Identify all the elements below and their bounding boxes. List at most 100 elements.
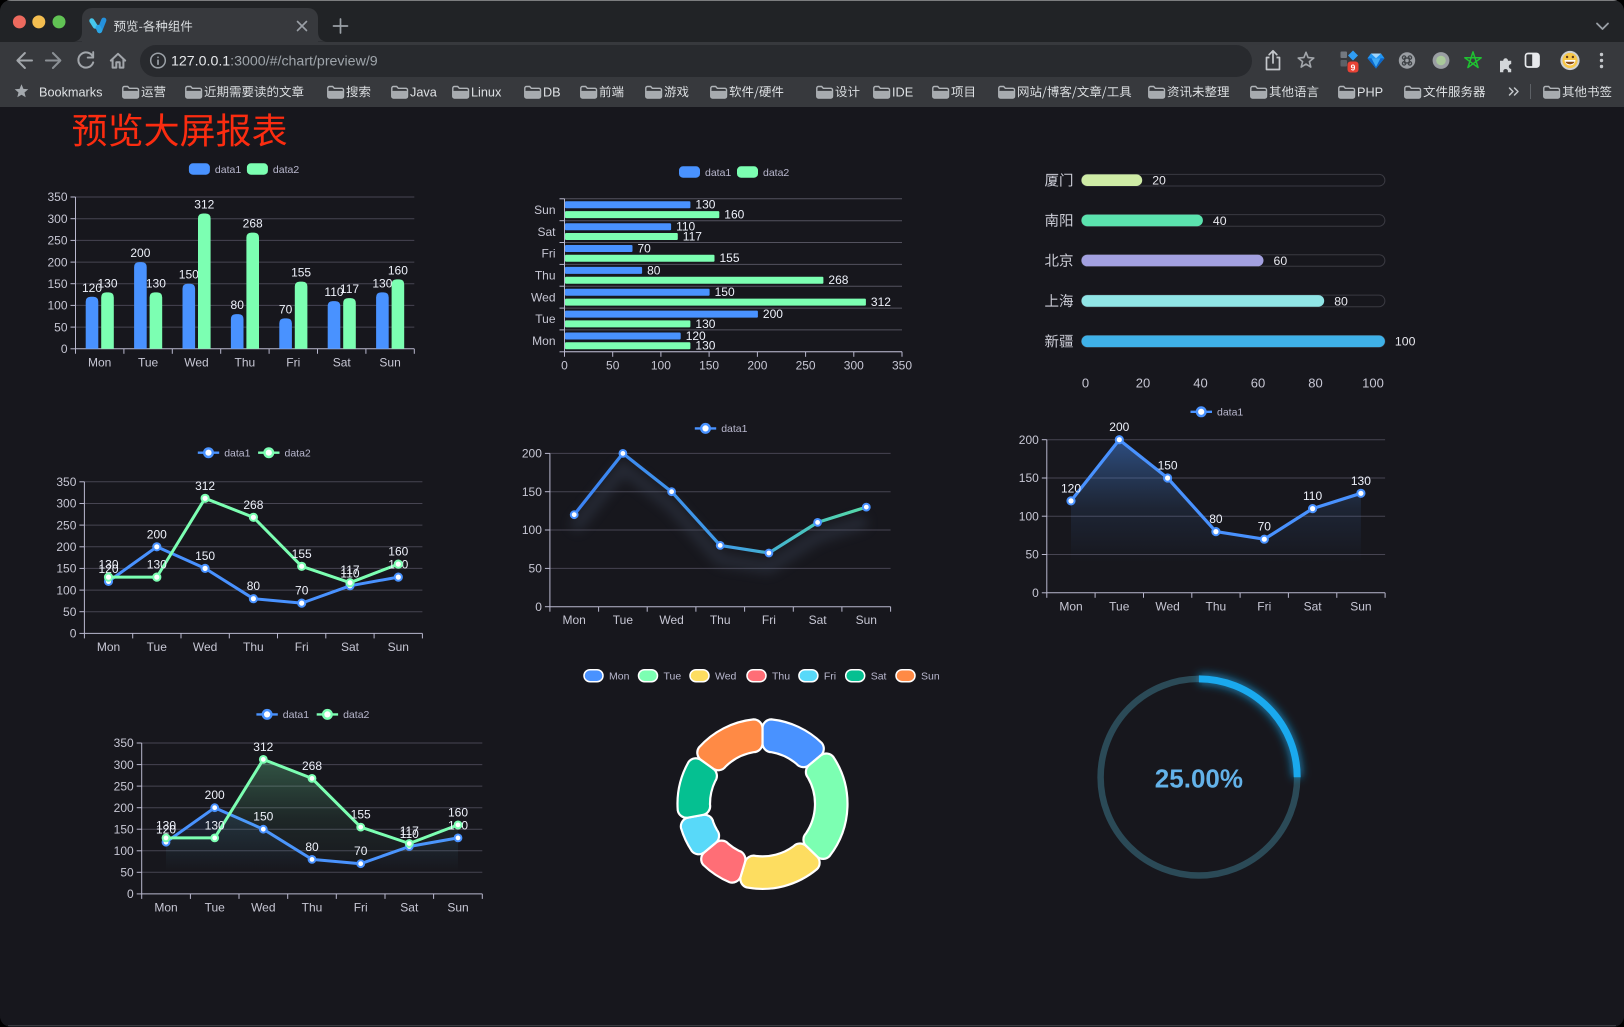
svg-text:120: 120	[686, 329, 706, 343]
svg-text:0: 0	[1032, 586, 1039, 600]
svg-text:155: 155	[291, 266, 311, 280]
svg-text:Thu: Thu	[243, 640, 264, 654]
svg-text:Wed: Wed	[715, 671, 737, 683]
svg-text:Fri: Fri	[295, 640, 309, 654]
svg-text:Sun: Sun	[534, 203, 555, 217]
svg-text:110: 110	[400, 827, 419, 841]
svg-text:70: 70	[295, 584, 309, 598]
svg-text:Thu: Thu	[710, 613, 731, 627]
svg-text:Tue: Tue	[613, 613, 634, 627]
svg-text:data2: data2	[273, 164, 299, 176]
svg-text:9: 9	[1351, 62, 1356, 72]
svg-text:200: 200	[763, 307, 783, 321]
svg-text:0: 0	[127, 887, 134, 901]
svg-text:data2: data2	[343, 709, 369, 721]
svg-text:110: 110	[676, 220, 695, 234]
svg-text:250: 250	[56, 518, 76, 532]
svg-text:Wed: Wed	[659, 613, 683, 627]
svg-text:150: 150	[715, 285, 735, 299]
svg-text:200: 200	[114, 801, 134, 815]
svg-text:150: 150	[195, 549, 215, 563]
svg-text:110: 110	[324, 285, 343, 299]
svg-text:130: 130	[97, 276, 117, 290]
svg-text:Sat: Sat	[400, 900, 419, 914]
svg-text:80: 80	[247, 579, 261, 593]
svg-text:60: 60	[1274, 254, 1288, 268]
svg-text:250: 250	[796, 358, 816, 372]
svg-text:0: 0	[561, 358, 568, 372]
svg-text:300: 300	[56, 497, 76, 511]
svg-text:Wed: Wed	[193, 640, 217, 654]
svg-text:Tue: Tue	[147, 640, 168, 654]
svg-text:117: 117	[683, 229, 702, 243]
svg-text:350: 350	[56, 475, 76, 489]
svg-text:150: 150	[253, 810, 273, 824]
svg-text:0: 0	[61, 342, 68, 356]
svg-text:Tue: Tue	[535, 312, 556, 326]
svg-text:160: 160	[448, 805, 468, 819]
svg-text:Tue: Tue	[664, 671, 682, 683]
svg-text:100: 100	[47, 299, 67, 313]
svg-text:50: 50	[54, 320, 68, 334]
svg-text:100: 100	[1019, 510, 1039, 524]
svg-text:100: 100	[1362, 375, 1384, 390]
svg-text:150: 150	[699, 358, 719, 372]
svg-text:70: 70	[279, 302, 293, 316]
svg-text:80: 80	[1308, 375, 1322, 390]
svg-text:Wed: Wed	[251, 900, 275, 914]
svg-text:80: 80	[231, 298, 245, 312]
svg-text:50: 50	[529, 562, 543, 576]
svg-text:Mon: Mon	[532, 334, 555, 348]
svg-text:130: 130	[147, 558, 167, 572]
svg-text:117: 117	[400, 824, 419, 838]
svg-text:Mon: Mon	[97, 640, 120, 654]
svg-text:127.0.0.1:3000/#/chart/preview: 127.0.0.1:3000/#/chart/preview/9	[171, 53, 378, 69]
svg-text:data1: data1	[224, 448, 250, 460]
svg-text:20: 20	[1136, 375, 1150, 390]
svg-text:130: 130	[156, 818, 176, 832]
svg-text:Sat: Sat	[809, 613, 828, 627]
svg-text:250: 250	[47, 234, 67, 248]
svg-text:0: 0	[535, 600, 542, 614]
svg-text:80: 80	[305, 840, 319, 854]
svg-text:110: 110	[340, 566, 359, 580]
svg-text:200: 200	[147, 527, 167, 541]
svg-text:160: 160	[724, 208, 744, 222]
svg-text:Mon: Mon	[1059, 599, 1082, 613]
svg-text:200: 200	[205, 788, 225, 802]
svg-text:312: 312	[194, 198, 214, 212]
svg-text:250: 250	[114, 779, 134, 793]
svg-text:Sun: Sun	[388, 640, 409, 654]
svg-text:Mon: Mon	[563, 613, 586, 627]
svg-text:Wed: Wed	[184, 355, 208, 369]
svg-text:120: 120	[82, 281, 102, 295]
svg-text:50: 50	[606, 358, 620, 372]
svg-text:200: 200	[130, 246, 150, 260]
svg-text:100: 100	[651, 358, 671, 372]
svg-text:268: 268	[828, 273, 848, 287]
svg-text:Sun: Sun	[1350, 599, 1371, 613]
svg-text:Mon: Mon	[609, 671, 630, 683]
svg-text:150: 150	[522, 485, 542, 499]
svg-text:312: 312	[253, 740, 273, 754]
svg-text:300: 300	[47, 212, 67, 226]
svg-text:Fri: Fri	[354, 900, 368, 914]
svg-text:130: 130	[1351, 474, 1371, 488]
svg-text:DB: DB	[543, 85, 561, 99]
svg-text:150: 150	[1158, 459, 1178, 473]
svg-text:200: 200	[747, 358, 767, 372]
svg-text:130: 130	[695, 339, 715, 353]
svg-text:130: 130	[205, 818, 225, 832]
svg-text:data1: data1	[721, 423, 747, 435]
svg-text:Fri: Fri	[286, 355, 300, 369]
svg-text:Thu: Thu	[235, 355, 256, 369]
svg-text:Linux: Linux	[471, 85, 502, 99]
svg-text:130: 130	[372, 276, 392, 290]
svg-text:Sun: Sun	[921, 671, 940, 683]
svg-text:Tue: Tue	[1109, 599, 1130, 613]
svg-text:130: 130	[98, 558, 118, 572]
svg-text:data1: data1	[283, 709, 309, 721]
svg-text:Fri: Fri	[824, 671, 836, 683]
svg-text:268: 268	[302, 759, 322, 773]
svg-text:100: 100	[56, 583, 76, 597]
